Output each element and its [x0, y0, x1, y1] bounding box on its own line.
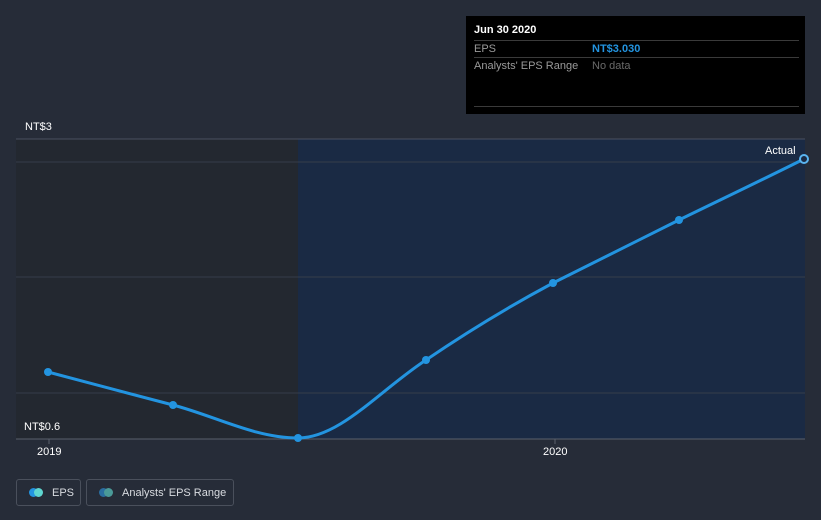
- tooltip-row-range: Analysts' EPS Range No data: [474, 57, 799, 75]
- legend-eps-label: EPS: [52, 486, 75, 499]
- tooltip: Jun 30 2020 EPS NT$3.030 Analysts' EPS R…: [466, 16, 805, 114]
- tooltip-eps-value: NT$3.030: [592, 43, 641, 55]
- highlight-region: [298, 139, 805, 439]
- x-label-2020: 2020: [543, 446, 568, 458]
- legend-analysts-range[interactable]: Analysts' EPS Range: [86, 479, 234, 506]
- actual-annotation: Actual: [765, 145, 796, 157]
- legend-range-icon: [99, 488, 113, 497]
- tooltip-range-label: Analysts' EPS Range: [474, 60, 579, 72]
- tooltip-eps-label: EPS: [474, 43, 497, 55]
- y-label-top: NT$3: [25, 121, 52, 133]
- tooltip-divider: [474, 106, 799, 107]
- eps-point[interactable]: [549, 279, 557, 287]
- tooltip-row-eps: EPS NT$3.030: [474, 40, 799, 58]
- legend-eps[interactable]: EPS: [16, 479, 81, 506]
- tooltip-date: Jun 30 2020: [474, 24, 537, 36]
- eps-point[interactable]: [169, 401, 177, 409]
- past-region: [16, 139, 298, 439]
- eps-point[interactable]: [294, 434, 302, 442]
- eps-point[interactable]: [675, 216, 683, 224]
- y-label-bottom: NT$0.6: [24, 421, 61, 433]
- legend-eps-icon: [29, 488, 43, 497]
- x-label-2019: 2019: [37, 446, 62, 458]
- tooltip-range-value: No data: [592, 60, 631, 72]
- eps-point-active[interactable]: [799, 154, 809, 164]
- eps-point[interactable]: [422, 356, 430, 364]
- legend-range-label: Analysts' EPS Range: [122, 486, 227, 499]
- eps-point[interactable]: [44, 368, 52, 376]
